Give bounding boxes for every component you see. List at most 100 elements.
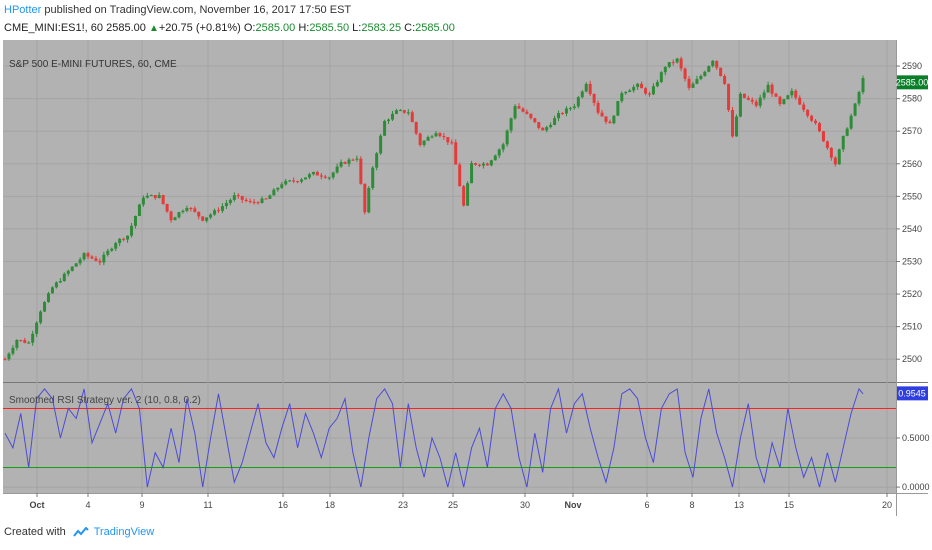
candle-body <box>319 175 323 177</box>
time-tick-label: 15 <box>784 500 794 510</box>
candle-body <box>54 282 58 288</box>
candle-body <box>857 92 861 104</box>
candle-body <box>383 120 387 136</box>
rsi-axis-ticks: 0.0000 0.5000 <box>896 433 930 492</box>
candle-body <box>493 155 497 161</box>
candle-body <box>723 76 727 84</box>
author-link[interactable]: HPotter <box>4 4 42 16</box>
candle-body <box>78 259 82 264</box>
candle-body <box>655 81 659 87</box>
candle-body <box>35 322 39 334</box>
price-pane[interactable] <box>3 40 896 382</box>
created-with: Created with TradingView <box>4 526 154 538</box>
candle-body <box>671 62 675 64</box>
candle-body <box>438 133 442 137</box>
time-tick-label: 20 <box>882 500 892 510</box>
candle-body <box>43 302 47 312</box>
low-value: 2583.25 <box>361 22 402 34</box>
candle-body <box>584 83 588 92</box>
candle-body <box>802 104 806 110</box>
candle-body <box>371 167 375 189</box>
price-tick-label: 2560 <box>902 159 922 169</box>
price-chart[interactable]: 2500251025202530254025502560257025802590… <box>0 40 932 516</box>
footer: Created with TradingView <box>0 516 932 550</box>
candle-body <box>695 79 699 84</box>
candle-body <box>398 110 402 112</box>
candle-body <box>549 124 553 128</box>
candle-body <box>517 106 521 109</box>
symbol-label: CME_MINI:ES1!, 60 <box>4 22 104 34</box>
rsi-pane-title: Smoothed RSI Strategy ver. 2 (10, 0.8, 0… <box>9 395 201 406</box>
candle-body <box>90 256 94 259</box>
candle-body <box>248 201 252 203</box>
candle-body <box>849 115 853 129</box>
candle-body <box>284 180 288 185</box>
up-arrow-icon: ▲ <box>148 23 159 34</box>
candle-body <box>770 84 774 94</box>
candle-body <box>553 118 557 125</box>
candle-body <box>707 65 711 72</box>
candle-body <box>474 163 478 165</box>
candle-body <box>651 86 655 95</box>
candle-body <box>165 203 169 212</box>
candle-body <box>719 67 723 77</box>
candle-body <box>387 119 391 121</box>
candle-body <box>521 108 525 112</box>
candle-body <box>699 75 703 80</box>
candle-body <box>343 162 347 164</box>
candle-body <box>620 93 624 102</box>
candle-body <box>833 157 837 165</box>
candle-body <box>679 58 683 69</box>
time-tick-label: 16 <box>278 500 288 510</box>
candle-body <box>782 99 786 105</box>
price-tick-label: 2580 <box>902 94 922 104</box>
candle-body <box>576 97 580 107</box>
candle-body <box>149 195 153 197</box>
time-axis-ticks: Oct 4 9 11 16 18 23 25 30 Nov 6 8 13 15 20 <box>29 493 892 510</box>
candle-body <box>46 293 50 303</box>
candle-body <box>228 199 232 204</box>
price-tick-label: 2570 <box>902 126 922 136</box>
high-value: 2585.50 <box>309 22 350 34</box>
candle-body <box>746 97 750 100</box>
candle-body <box>600 112 604 117</box>
candle-body <box>201 216 205 221</box>
candle-body <box>422 140 426 145</box>
rsi-tick-label: 0.0000 <box>902 482 930 492</box>
candle-body <box>256 202 260 204</box>
candle-body <box>264 198 268 200</box>
candle-body <box>236 195 240 197</box>
candle-body <box>806 109 810 116</box>
candle-body <box>738 93 742 117</box>
tradingview-link[interactable]: TradingView <box>93 526 155 538</box>
candle-body <box>209 214 213 218</box>
candle-body <box>640 83 644 89</box>
candle-body <box>11 347 15 354</box>
candle-body <box>853 103 857 116</box>
candle-body <box>205 217 209 221</box>
candle-body <box>766 84 770 93</box>
candle-body <box>485 163 489 166</box>
candle-body <box>572 106 576 108</box>
candle-body <box>659 72 663 82</box>
candle-body <box>98 260 102 263</box>
candle-body <box>173 217 177 221</box>
price-tick-label: 2510 <box>902 322 922 332</box>
price-tick-label: 2530 <box>902 256 922 266</box>
candle-body <box>157 195 161 198</box>
close-value: 2585.00 <box>415 22 455 34</box>
candle-body <box>118 238 122 244</box>
candle-body <box>288 180 292 182</box>
candle-body <box>331 172 335 178</box>
last-rsi-badge: 0.9545 <box>897 386 928 401</box>
candle-body <box>133 216 137 226</box>
candle-body <box>106 250 110 255</box>
candle-body <box>501 144 505 150</box>
candle-body <box>604 116 608 122</box>
last-price-badge: 2585.00 <box>896 75 928 90</box>
candle-body <box>588 83 592 95</box>
candle-body <box>734 116 738 137</box>
candle-body <box>426 137 430 141</box>
candle-body <box>161 195 165 204</box>
candle-body <box>675 58 679 63</box>
